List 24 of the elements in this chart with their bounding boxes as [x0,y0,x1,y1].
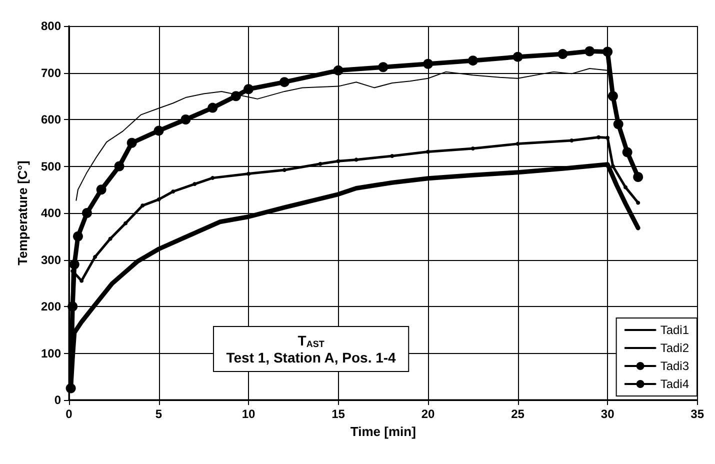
x-tick-label: 30 [600,407,615,421]
y-tick-label: 300 [40,252,62,267]
x-tick-label: 15 [332,407,346,421]
legend-label: Tadi3 [660,359,690,373]
x-tick-label: 20 [421,407,436,421]
y-tick-label: 800 [40,19,62,33]
legend-label: Tadi4 [660,377,690,391]
legend-label: Tadi1 [660,323,690,337]
y-tick-label: 500 [40,159,62,174]
x-tick-label: 0 [66,407,73,421]
y-tick-label: 0 [54,393,62,407]
x-axis-title: Time [min] [350,424,416,439]
x-tick-label: 5 [155,407,162,421]
y-tick-label: 400 [40,206,62,220]
y-tick-label: 100 [40,346,62,360]
legend-label: Tadi2 [660,341,690,355]
x-tick-label: 25 [511,407,525,421]
x-tick-label: 35 [690,407,704,421]
y-tick-label: 600 [40,112,62,126]
annotation: Test 1, Station A, Pos. 1-4 [226,350,396,366]
y-tick-label: 700 [40,66,62,80]
x-tick-label: 10 [242,407,256,421]
y-tick-label: 200 [40,300,62,314]
y-axis-title: Temperature [C°] [15,160,30,266]
